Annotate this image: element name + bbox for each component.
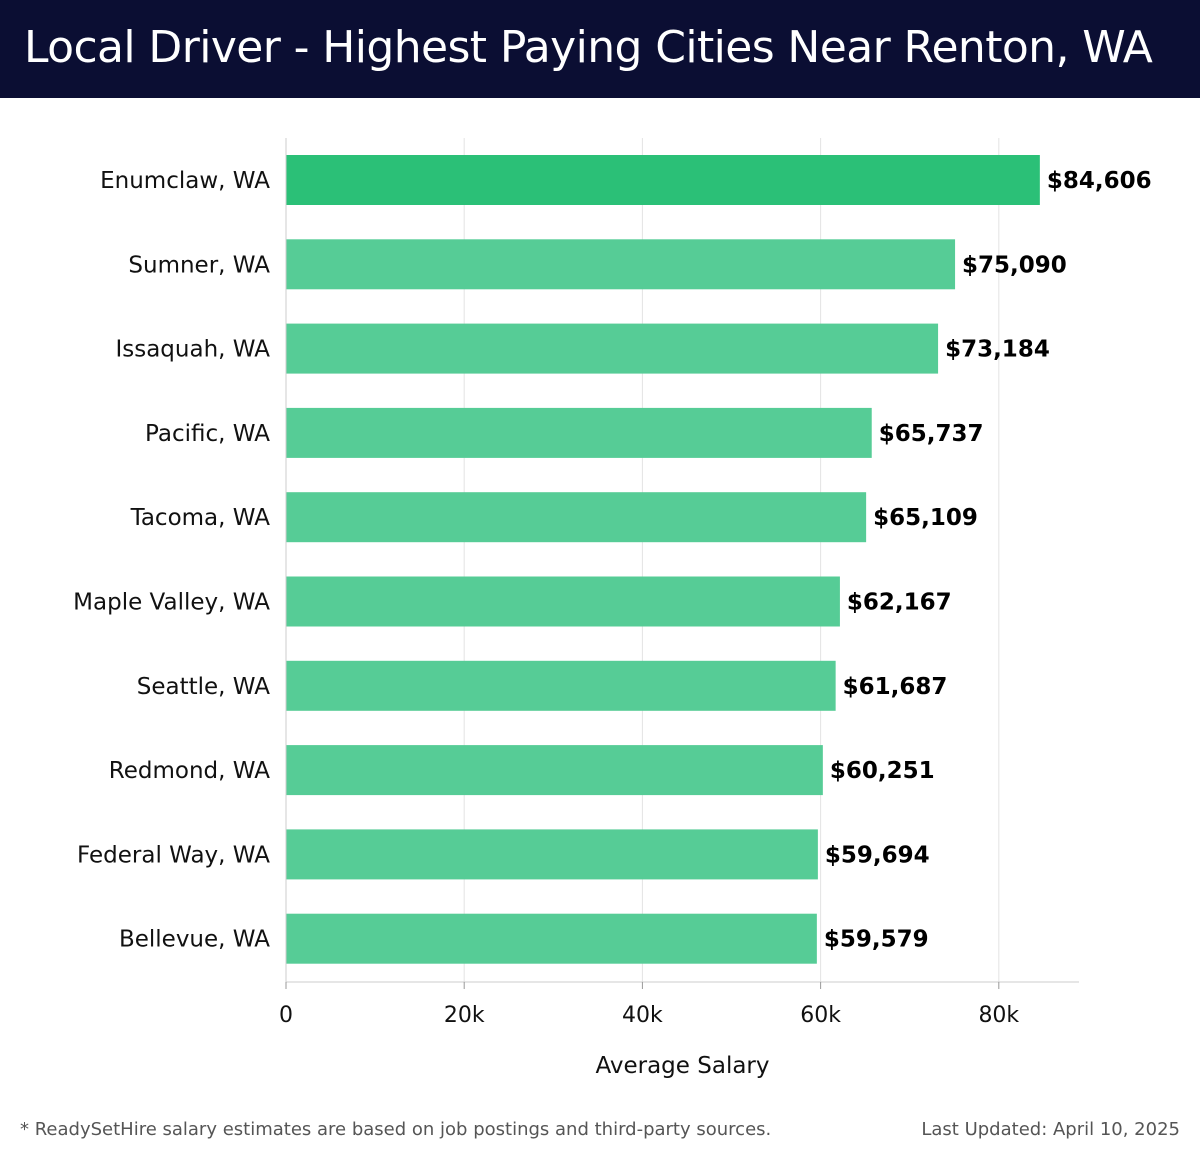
value-label: $65,109 bbox=[873, 505, 978, 531]
category-label: Maple Valley, WA bbox=[73, 590, 270, 616]
value-label: $75,090 bbox=[962, 252, 1067, 278]
bars bbox=[286, 155, 1040, 964]
category-label: Bellevue, WA bbox=[119, 927, 270, 953]
tick-label: 40k bbox=[622, 1003, 663, 1028]
bar bbox=[286, 576, 840, 627]
category-label: Seattle, WA bbox=[137, 674, 271, 700]
bar bbox=[286, 745, 823, 796]
category-label: Tacoma, WA bbox=[130, 505, 271, 531]
tick-label: 60k bbox=[800, 1003, 841, 1028]
bar bbox=[286, 155, 1040, 205]
category-label: Sumner, WA bbox=[128, 252, 270, 278]
header-bar: Local Driver - Highest Paying Cities Nea… bbox=[0, 0, 1200, 98]
footer-note: * ReadySetHire salary estimates are base… bbox=[20, 1119, 772, 1140]
x-axis-title: Average Salary bbox=[595, 1053, 769, 1079]
value-label: $65,737 bbox=[879, 421, 984, 447]
bar-chart: Enumclaw, WA Sumner, WA Issaquah, WA Pacifi… bbox=[73, 138, 1152, 1079]
value-label: $84,606 bbox=[1047, 168, 1152, 194]
value-labels: $84,606 $75,090 $73,184 $65,737 $65,109 $62,1… bbox=[824, 168, 1152, 953]
page-title: Local Driver - Highest Paying Cities Nea… bbox=[24, 22, 1153, 73]
bar bbox=[286, 239, 956, 290]
tick-label: 0 bbox=[279, 1003, 293, 1028]
value-label: $59,694 bbox=[825, 842, 930, 868]
last-updated: Last Updated: April 10, 2025 bbox=[921, 1119, 1180, 1140]
tick-label: 80k bbox=[978, 1003, 1019, 1028]
bar bbox=[286, 660, 836, 711]
value-label: $60,251 bbox=[830, 758, 935, 784]
category-label: Enumclaw, WA bbox=[100, 168, 270, 194]
bar bbox=[286, 829, 818, 880]
tick-label: 20k bbox=[444, 1003, 485, 1028]
bar bbox=[286, 407, 872, 458]
bar bbox=[286, 323, 939, 374]
value-label: $61,687 bbox=[843, 674, 948, 700]
bar bbox=[286, 913, 817, 964]
value-label: $59,579 bbox=[824, 927, 929, 953]
category-label: Federal Way, WA bbox=[77, 842, 270, 868]
x-axis: 0 20k 40k 60k 80k bbox=[279, 138, 1079, 1028]
category-label: Pacific, WA bbox=[145, 421, 270, 447]
value-label: $62,167 bbox=[847, 590, 952, 616]
category-label: Redmond, WA bbox=[109, 758, 270, 784]
value-label: $73,184 bbox=[945, 337, 1050, 363]
category-labels: Enumclaw, WA Sumner, WA Issaquah, WA Pacifi… bbox=[73, 168, 270, 953]
category-label: Issaquah, WA bbox=[115, 337, 270, 363]
bar bbox=[286, 492, 867, 543]
